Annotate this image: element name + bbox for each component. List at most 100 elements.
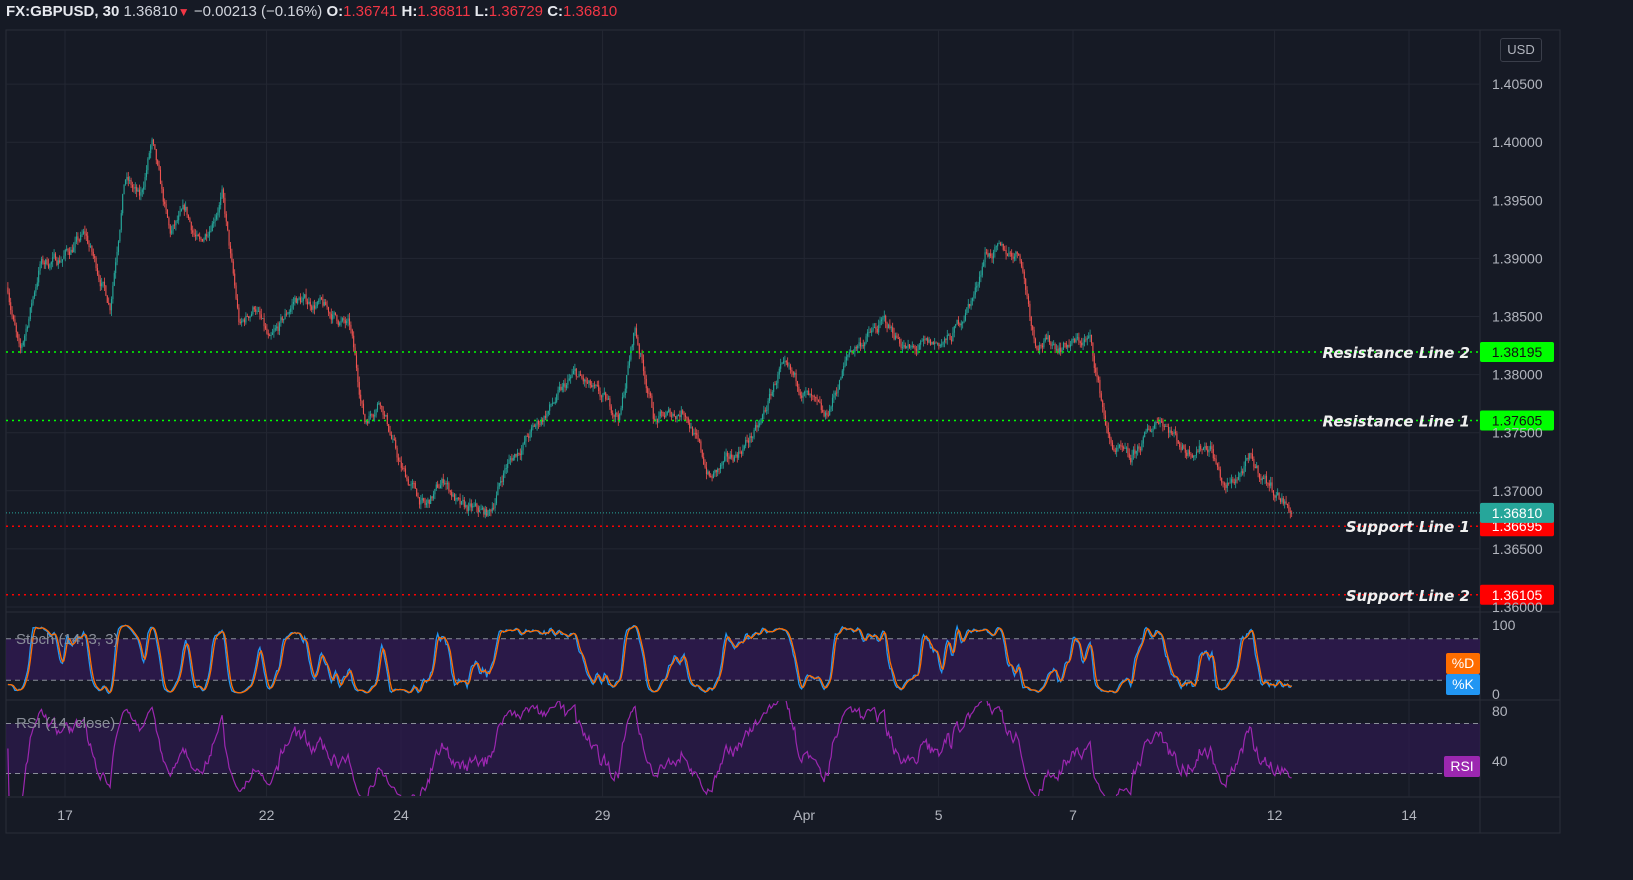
candle-body — [1041, 345, 1044, 348]
candle-body — [808, 390, 810, 396]
candle-body — [1132, 449, 1135, 455]
candle-body — [490, 510, 492, 512]
candle-body — [1053, 344, 1055, 345]
candle-body — [94, 256, 96, 258]
candle-body — [442, 479, 444, 484]
candle-body — [159, 169, 162, 185]
candle-body — [1090, 334, 1093, 343]
candle-body — [735, 454, 737, 457]
candle-body — [911, 346, 913, 347]
candle-body — [624, 388, 626, 395]
candle-body — [872, 327, 874, 331]
candle-body — [726, 452, 729, 457]
candle-body — [269, 335, 271, 337]
candle-body — [257, 310, 260, 312]
candle-body — [491, 507, 493, 512]
price-change: −0.00213 (−0.16%) — [193, 3, 323, 20]
candle-body — [822, 409, 824, 413]
candle-body — [960, 323, 962, 326]
symbol-name[interactable]: FX:GBPUSD, 30 — [6, 3, 120, 20]
candle-body — [91, 246, 93, 252]
candle-body — [1023, 271, 1025, 279]
candle-body — [213, 221, 215, 224]
candle-body — [1032, 325, 1034, 330]
candle-body — [875, 326, 877, 330]
candle-body — [208, 231, 211, 237]
candle-body — [1111, 442, 1114, 450]
candle-body — [767, 400, 769, 411]
candle-body — [714, 469, 716, 474]
candle-body — [595, 384, 597, 386]
candle-body — [1272, 490, 1275, 496]
axes[interactable]: 1.36000 1.36500 1.37000 1.37500 1.38000 1.385… — [57, 76, 1543, 823]
candle-body — [432, 494, 435, 499]
candle-body — [1243, 466, 1245, 474]
candle-body — [453, 494, 456, 501]
candle-body — [1204, 446, 1206, 448]
candle-body — [1240, 471, 1242, 473]
candle-body — [1225, 484, 1227, 488]
stoch-d-line — [7, 624, 1292, 694]
candle-body — [120, 213, 122, 230]
candle-body — [1201, 449, 1203, 450]
candle-body — [1088, 336, 1090, 338]
candle-body — [298, 297, 300, 299]
candle-body — [953, 326, 955, 333]
candle-body — [697, 434, 699, 440]
candle-body — [795, 372, 797, 382]
candle-body — [578, 374, 580, 377]
candle-body — [775, 383, 778, 385]
candle-body — [451, 491, 453, 497]
candle-body — [945, 338, 947, 340]
last-price: 1.36810 — [123, 3, 178, 20]
candle-body — [1095, 367, 1097, 373]
candle-body — [749, 436, 751, 443]
candle-body — [616, 413, 618, 415]
candle-body — [537, 420, 540, 425]
candle-body — [54, 253, 57, 261]
candle-body — [585, 379, 587, 383]
candle-body — [1279, 498, 1282, 502]
candle-body — [871, 330, 873, 333]
currency-button[interactable]: USD — [1500, 38, 1542, 62]
candle-body — [1018, 253, 1020, 256]
candle-body — [1039, 344, 1041, 350]
candle-body — [1130, 457, 1132, 463]
candle-body — [820, 402, 822, 410]
high-label: H: — [401, 3, 418, 20]
candle-body — [84, 231, 86, 234]
candle-body — [718, 468, 720, 470]
candle-body — [327, 307, 330, 313]
candle-body — [402, 467, 404, 469]
candle-body — [862, 345, 864, 347]
candle-body — [973, 294, 975, 299]
candle-body — [932, 341, 934, 345]
candle-body — [756, 424, 758, 428]
candle-body — [899, 339, 901, 344]
candle-body — [242, 319, 244, 322]
candle-body — [896, 335, 898, 338]
candle-body — [241, 321, 243, 323]
time-tick-label: 14 — [1401, 807, 1417, 823]
candle-body — [942, 342, 944, 345]
candle-body — [754, 424, 757, 430]
candle-body — [203, 239, 205, 242]
level-price-tag — [1480, 584, 1554, 605]
candle-body — [116, 251, 118, 263]
candle-body — [1096, 372, 1098, 378]
candle-body — [1030, 316, 1032, 326]
candle-body — [28, 319, 30, 327]
candle-body — [532, 425, 534, 428]
candle-body — [845, 357, 848, 361]
candle-body — [829, 409, 831, 416]
candle-body — [334, 312, 337, 315]
candle-body — [1117, 447, 1119, 449]
candle-body — [957, 320, 960, 324]
candle-body — [1226, 482, 1228, 488]
candle-body — [525, 436, 527, 442]
candle-body — [673, 413, 675, 417]
candle-body — [890, 327, 892, 329]
candle-body — [654, 418, 656, 420]
candle-body — [1138, 446, 1140, 449]
